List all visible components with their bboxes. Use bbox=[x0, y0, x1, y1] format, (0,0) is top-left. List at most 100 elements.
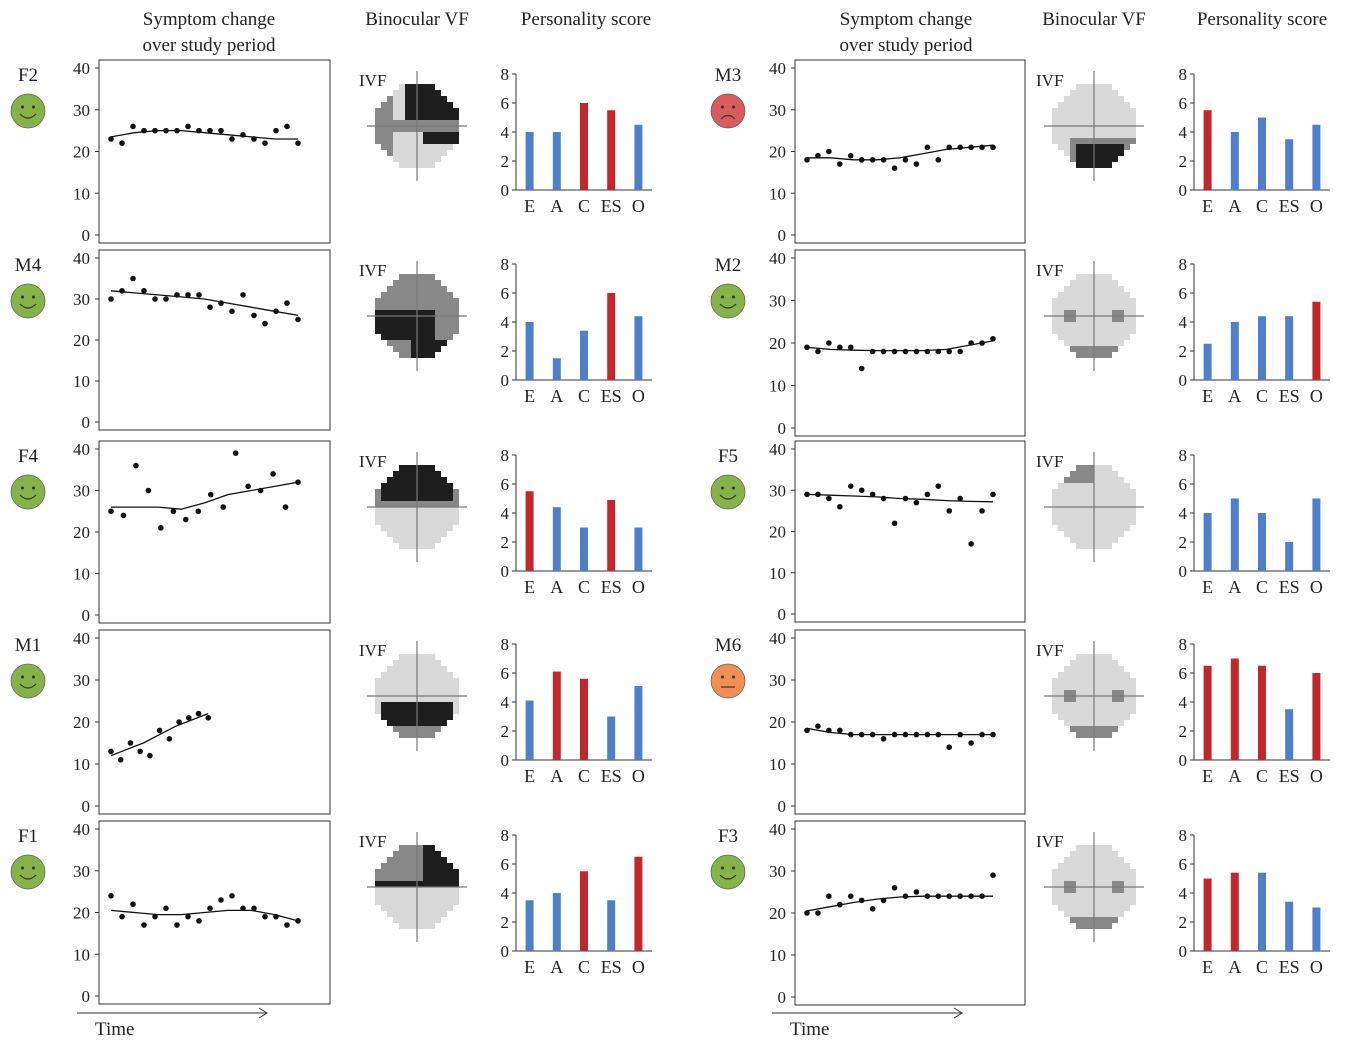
symptom-plot-point bbox=[815, 152, 821, 159]
symptom-plot-point bbox=[804, 344, 810, 351]
visual-field-cell bbox=[429, 126, 435, 132]
symptom-plot-point bbox=[902, 731, 909, 738]
visual-field-cell bbox=[423, 887, 429, 893]
visual-field-cell bbox=[1052, 304, 1058, 310]
mood-face-icon-mouth bbox=[719, 874, 737, 880]
visual-field-cell bbox=[399, 162, 405, 168]
visual-field-cell bbox=[441, 286, 447, 292]
visual-field-cell bbox=[429, 905, 435, 911]
personality-chart-ytick-label: 2 bbox=[1179, 533, 1188, 552]
symptom-plot-ytick-label: 30 bbox=[769, 292, 786, 311]
visual-field-cell bbox=[1082, 90, 1088, 96]
visual-field-cell bbox=[1094, 501, 1100, 507]
visual-field-ivf-label: IVF bbox=[1036, 261, 1063, 280]
visual-field-cell bbox=[1070, 144, 1076, 150]
visual-field-cell bbox=[411, 334, 417, 340]
visual-field-cell bbox=[1100, 352, 1106, 358]
visual-field-cell bbox=[447, 108, 453, 114]
visual-field-cell bbox=[1064, 304, 1070, 310]
mood-face-icon bbox=[10, 854, 46, 890]
visual-field-cell bbox=[1100, 899, 1106, 905]
visual-field-cell bbox=[1112, 114, 1118, 120]
visual-field-cell bbox=[1106, 899, 1112, 905]
visual-field-cell bbox=[1064, 126, 1070, 132]
visual-field-cell bbox=[1130, 519, 1136, 525]
symptom-plot-point bbox=[913, 499, 920, 506]
visual-field-cell bbox=[1082, 531, 1088, 537]
visual-field-cell bbox=[393, 328, 399, 334]
visual-field-cell bbox=[1094, 887, 1100, 893]
visual-field-cell bbox=[417, 869, 423, 875]
visual-field-cell bbox=[387, 513, 393, 519]
visual-field-cell bbox=[393, 346, 399, 352]
personality-chart-ytick-label: 0 bbox=[501, 751, 510, 770]
visual-field-cell bbox=[1082, 690, 1088, 696]
visual-field-cell bbox=[1070, 340, 1076, 346]
symptom-plot-trend-line bbox=[110, 129, 298, 140]
visual-field-cell bbox=[1052, 138, 1058, 144]
visual-field-cell bbox=[1130, 328, 1136, 334]
visual-field-cell bbox=[429, 513, 435, 519]
visual-field-cell bbox=[1118, 696, 1124, 702]
personality-chart-bar bbox=[525, 322, 534, 380]
visual-field-cell bbox=[1112, 666, 1118, 672]
visual-field-cell bbox=[429, 96, 435, 102]
symptom-plot-point bbox=[979, 508, 985, 514]
visual-field-cell bbox=[435, 869, 441, 875]
visual-field-cell bbox=[1124, 316, 1130, 322]
visual-field-cell bbox=[1118, 126, 1124, 132]
visual-field-cell bbox=[1088, 114, 1094, 120]
visual-field-cell bbox=[447, 144, 453, 150]
visual-field-cell bbox=[1052, 489, 1058, 495]
visual-field-cell bbox=[405, 340, 411, 346]
visual-field-cell bbox=[381, 672, 387, 678]
mood-face-icon-left-eye bbox=[21, 105, 24, 109]
visual-field-cell bbox=[1070, 696, 1076, 702]
symptom-plot-point bbox=[924, 348, 931, 355]
visual-field-cell bbox=[393, 132, 399, 138]
visual-field-cell bbox=[1112, 887, 1118, 893]
symptom-plot-point bbox=[891, 731, 898, 738]
visual-field-cell bbox=[441, 108, 447, 114]
visual-field-cell bbox=[1064, 714, 1070, 720]
visual-field-cell bbox=[441, 708, 447, 714]
visual-field-cell bbox=[1106, 465, 1112, 471]
visual-field-cell bbox=[1082, 162, 1088, 168]
visual-field-cell bbox=[1088, 156, 1094, 162]
visual-field-cell bbox=[453, 887, 459, 893]
visual-field-cell bbox=[399, 346, 405, 352]
symptom-plot-ytick-label: 0 bbox=[82, 987, 91, 1006]
visual-field-cell bbox=[1118, 531, 1124, 537]
visual-field-cell bbox=[1094, 690, 1100, 696]
mood-face-icon-right-eye bbox=[732, 486, 735, 490]
personality-chart-bar bbox=[1258, 316, 1266, 380]
visual-field-cell bbox=[1052, 132, 1058, 138]
visual-field-cell bbox=[399, 328, 405, 334]
visual-field-cell bbox=[1082, 298, 1088, 304]
visual-field-cell bbox=[387, 108, 393, 114]
visual-field-cell bbox=[453, 489, 459, 495]
symptom-plot-ytick-label: 0 bbox=[82, 413, 91, 432]
visual-field-cell bbox=[1064, 857, 1070, 863]
visual-field-cell bbox=[1100, 292, 1106, 298]
visual-field-cell bbox=[1064, 108, 1070, 114]
visual-field-cell bbox=[375, 893, 381, 899]
visual-field-cell bbox=[1094, 340, 1100, 346]
personality-chart-bar bbox=[1312, 124, 1321, 190]
visual-field-cell bbox=[1058, 893, 1064, 899]
visual-field-cell bbox=[423, 507, 429, 513]
visual-field-cell bbox=[1094, 684, 1100, 690]
visual-field-cell bbox=[1106, 690, 1112, 696]
visual-field-cell bbox=[399, 905, 405, 911]
visual-field-cell bbox=[453, 120, 459, 126]
visual-field-cell bbox=[405, 513, 411, 519]
visual-field-cell bbox=[1064, 483, 1070, 489]
visual-field-cell bbox=[1088, 525, 1094, 531]
visual-field-cell bbox=[1058, 144, 1064, 150]
visual-field-cell bbox=[387, 875, 393, 881]
mood-face-icon-right-eye bbox=[32, 486, 35, 490]
symptom-plot-point bbox=[990, 144, 996, 151]
visual-field-cell bbox=[1076, 352, 1082, 358]
visual-field-cell bbox=[453, 316, 459, 322]
